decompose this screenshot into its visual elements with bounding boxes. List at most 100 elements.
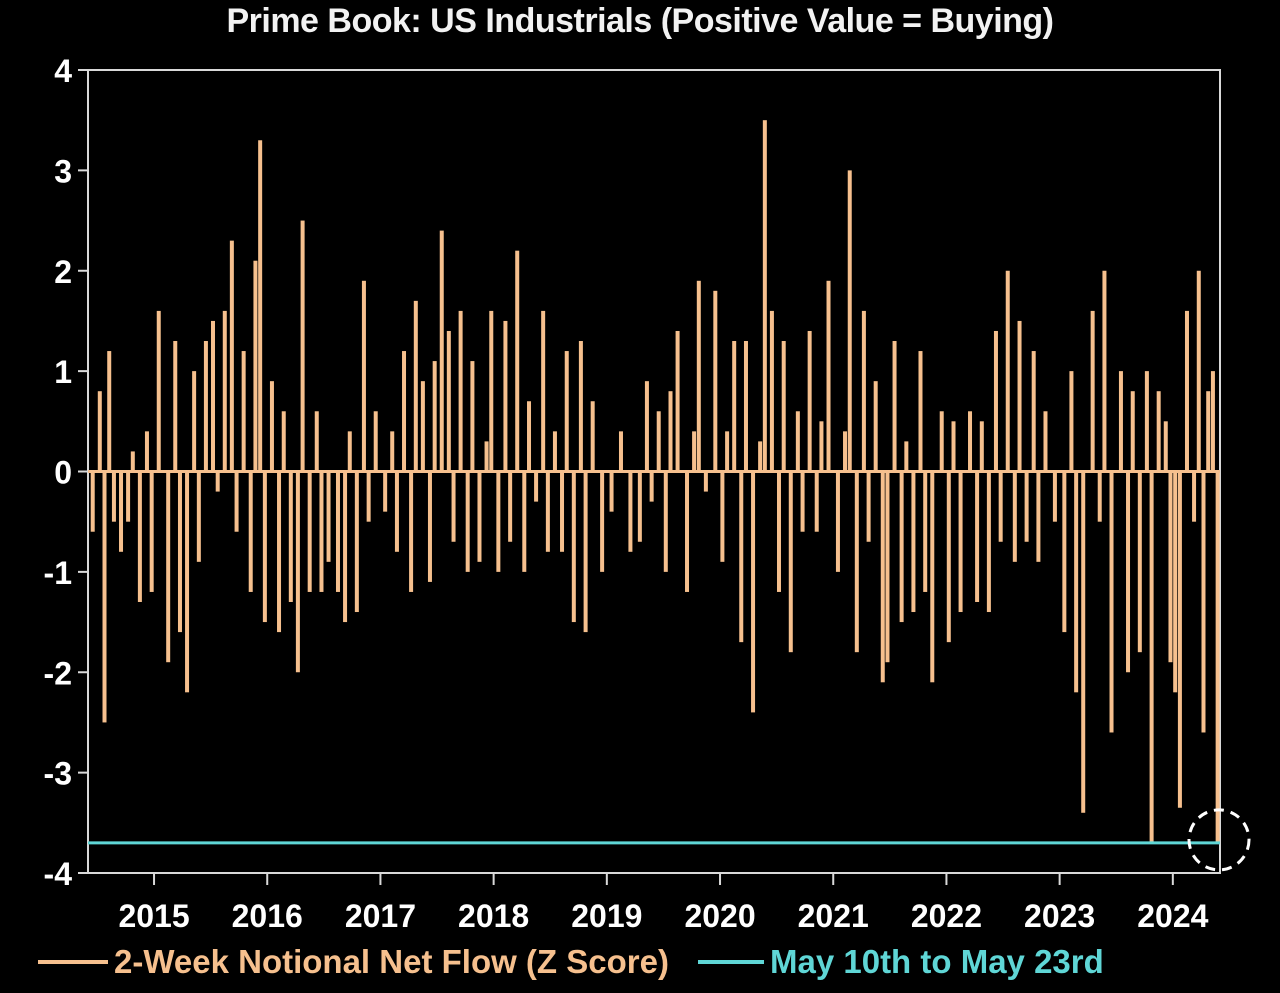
flow-bar [743,341,748,472]
x-tick-label: 2016 [232,898,303,934]
flow-bar [130,451,135,472]
flow-bar [1173,471,1178,693]
legend-swatch-period [698,960,764,964]
x-tick-label: 2019 [571,898,642,934]
flow-bar [1069,371,1074,472]
flow-bar [769,310,774,472]
x-tick-label: 2015 [118,898,189,934]
x-tick-label: 2021 [798,898,869,934]
flow-bar [1090,310,1095,472]
y-tick-label: -4 [44,856,73,892]
flow-bar [1177,471,1182,808]
flow-bar [993,330,998,472]
flow-bar [946,471,951,643]
flow-bar [1206,391,1211,472]
flow-bar [1137,471,1142,653]
flow-bar [541,310,546,472]
flow-bar [451,471,456,542]
flow-bar [319,471,324,592]
flow-bar [1163,421,1168,472]
flow-bar [1144,371,1149,472]
flow-bar [234,471,239,532]
flow-bar [1081,471,1086,813]
legend-label-period: May 10th to May 23rd [770,943,1104,980]
flow-bar [637,471,642,542]
flow-bar [277,471,282,633]
y-tick-label: 4 [54,53,72,89]
flow-bar [527,401,532,472]
x-tick-label: 2024 [1137,898,1208,934]
flow-bar [609,471,614,512]
flow-bar [975,471,980,602]
y-tick-label: 2 [54,254,72,290]
flow-bar [904,441,909,472]
flow-bar [560,471,565,552]
flow-bar [861,310,866,472]
flow-bar [347,431,352,472]
flow-bar [979,421,984,472]
flow-bar [618,431,623,472]
flow-bar [918,351,923,472]
flow-bar [583,471,588,633]
flow-bar [484,441,489,472]
flow-bar [248,471,253,592]
flow-bar [800,471,805,532]
flow-bar [111,471,116,522]
flow-bar [470,361,475,472]
flow-bar [222,310,227,472]
flow-bar [725,431,730,472]
flow-bar [413,300,418,472]
flow-bar [668,391,673,472]
flow-bar [300,220,305,472]
y-tick-label: 3 [54,153,72,189]
legend-item-flow: 2-Week Notional Net Flow (Z Score) [38,940,669,984]
flow-bar [166,471,171,663]
flow-bar [446,330,451,472]
flow-bar [732,341,737,472]
flow-bar [1118,371,1123,472]
flow-bar [1192,471,1197,522]
flow-bar [458,310,463,472]
flow-bar [258,140,263,472]
flow-bar [958,471,963,613]
flow-bar [394,471,399,552]
legend-label-flow: 2-Week Notional Net Flow (Z Score) [114,943,669,980]
flow-bar [508,471,513,542]
flow-bar [314,411,319,472]
flow-bar [873,381,878,472]
y-tick-label: -2 [44,655,72,691]
flow-bar [649,471,654,502]
x-tick-label: 2020 [684,898,755,934]
flow-bar [173,341,178,472]
flow-bar [880,471,885,683]
flow-bar [923,471,928,592]
flow-bar [739,471,744,643]
flow-bar [885,471,890,663]
flow-bar [203,341,208,472]
flow-bar [477,471,482,562]
flow-bar [776,471,781,592]
flow-bar [1005,270,1010,472]
flow-bar [713,290,718,472]
flow-bar [578,341,583,472]
flow-bar [427,471,432,582]
flow-bar [835,471,840,572]
flow-bar [939,411,944,472]
flow-bar [1184,310,1189,472]
flow-bar [281,411,286,472]
flow-bar [656,411,661,472]
flow-bar [496,471,501,572]
flow-bar [97,391,102,472]
chart-title: Prime Book: US Industrials (Positive Val… [226,2,1054,40]
flow-bar [807,330,812,472]
flow-bar [1062,471,1067,633]
flow-bar [1031,351,1036,472]
flow-bar [241,351,246,472]
flow-bar [1196,270,1201,472]
flow-bar [253,260,258,472]
flow-bar [788,471,793,653]
x-tick-label: 2017 [345,898,416,934]
flow-bar [847,170,852,472]
flow-bar [402,351,407,472]
flow-bar [229,240,234,472]
